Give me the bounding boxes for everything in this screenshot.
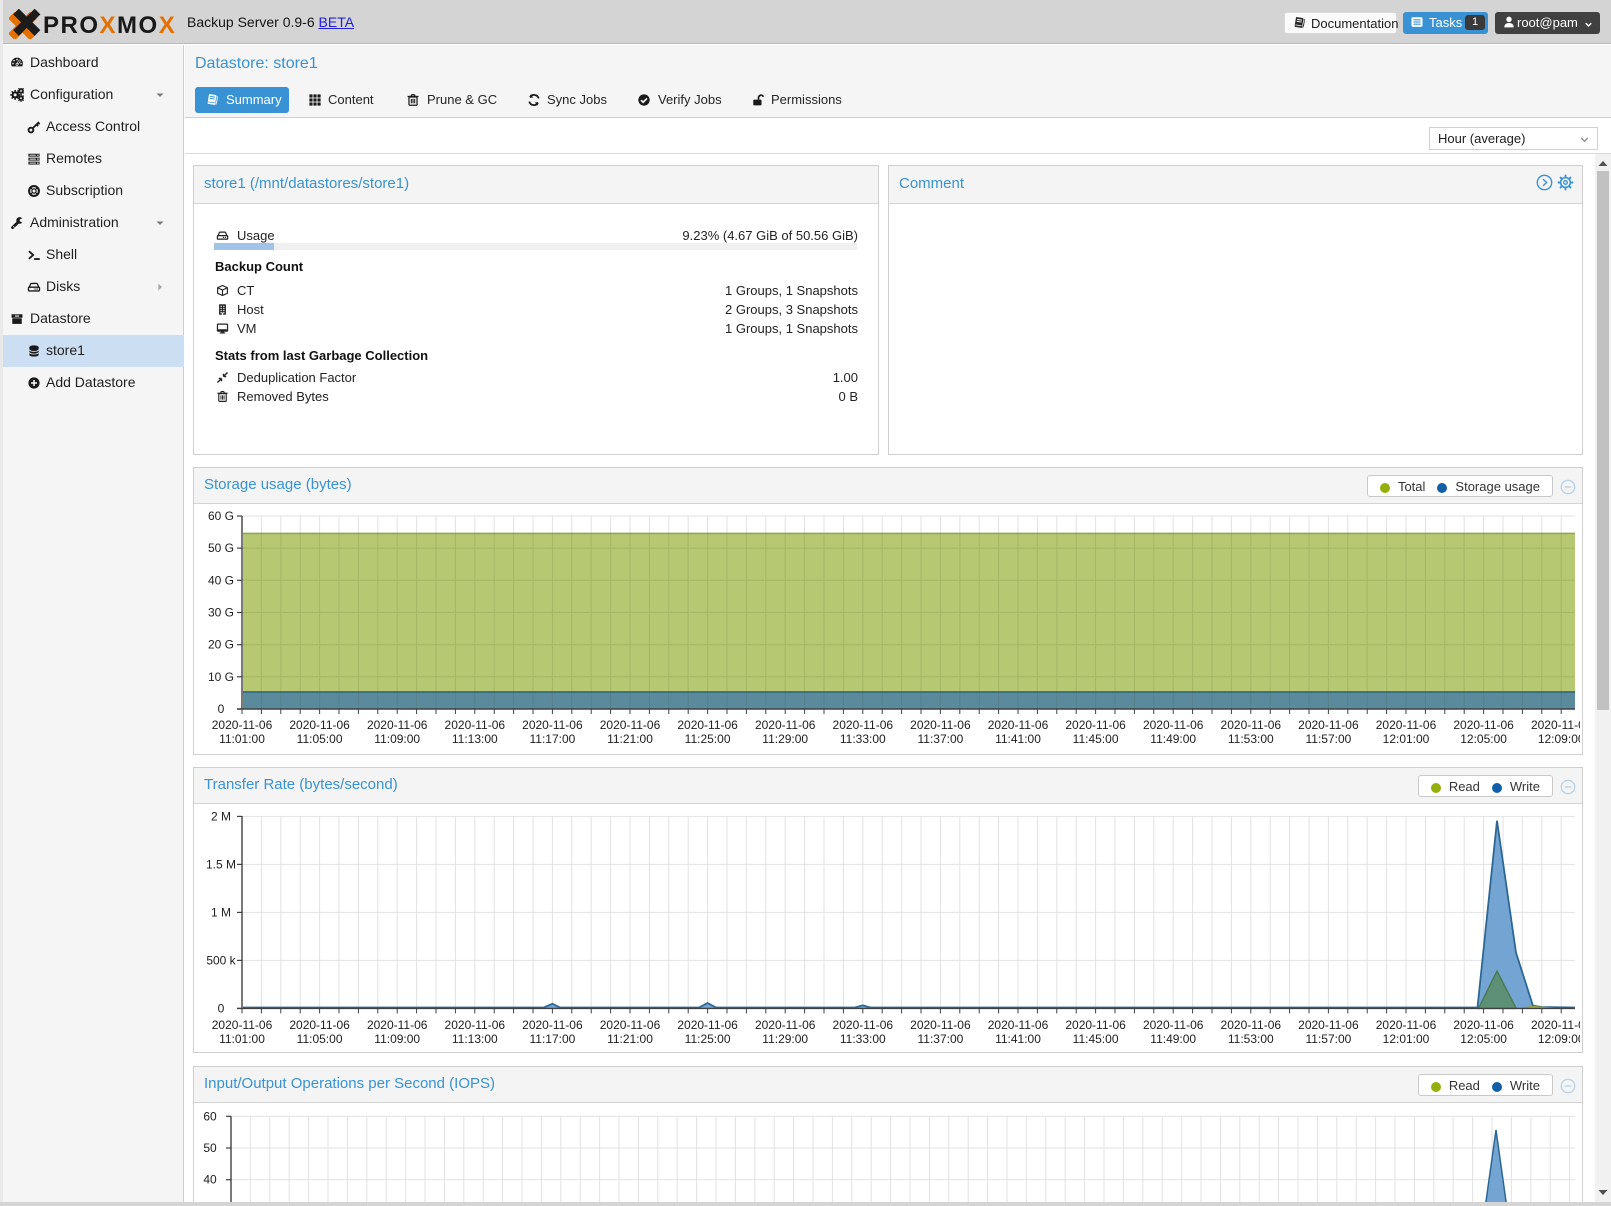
svg-text:11:45:00: 11:45:00 — [1073, 732, 1119, 746]
svg-text:0: 0 — [218, 702, 225, 716]
svg-text:11:17:00: 11:17:00 — [529, 1032, 575, 1046]
svg-text:2020-11-06: 2020-11-06 — [1298, 718, 1359, 732]
svg-text:11:57:00: 11:57:00 — [1305, 1032, 1351, 1046]
svg-text:12:01:00: 12:01:00 — [1383, 732, 1430, 746]
svg-text:2020-11-06: 2020-11-06 — [1376, 718, 1437, 732]
svg-text:11:09:00: 11:09:00 — [374, 1032, 420, 1046]
svg-text:2020-11-06: 2020-11-06 — [833, 1018, 894, 1032]
svg-text:0: 0 — [218, 1001, 225, 1015]
svg-text:2020-11-06: 2020-11-06 — [1376, 1018, 1437, 1032]
svg-text:12:05:00: 12:05:00 — [1460, 732, 1507, 746]
svg-text:11:05:00: 11:05:00 — [297, 732, 343, 746]
svg-text:2020-11-06: 2020-11-06 — [289, 1018, 350, 1032]
svg-text:1 M: 1 M — [211, 905, 231, 919]
svg-text:2020-11-06: 2020-11-06 — [755, 1018, 816, 1032]
svg-text:11:25:00: 11:25:00 — [685, 1032, 731, 1046]
svg-text:2020-11-06: 2020-11-06 — [600, 718, 661, 732]
svg-text:2020-11-06: 2020-11-06 — [1143, 1018, 1204, 1032]
svg-text:2020-11-06: 2020-11-06 — [600, 1018, 661, 1032]
svg-text:11:33:00: 11:33:00 — [840, 1032, 886, 1046]
svg-text:2020-11-06: 2020-11-06 — [1143, 718, 1204, 732]
svg-text:11:49:00: 11:49:00 — [1150, 1032, 1196, 1046]
svg-text:2020-11-06: 2020-11-06 — [522, 718, 583, 732]
svg-text:2020-11-06: 2020-11-06 — [677, 1018, 738, 1032]
svg-text:2020-11-06: 2020-11-06 — [1065, 1018, 1126, 1032]
svg-text:11:49:00: 11:49:00 — [1150, 732, 1196, 746]
svg-text:40: 40 — [203, 1173, 217, 1187]
svg-text:11:21:00: 11:21:00 — [607, 1032, 653, 1046]
svg-text:2 M: 2 M — [211, 809, 231, 823]
svg-text:2020-11-06: 2020-11-06 — [367, 718, 428, 732]
svg-text:1.5 M: 1.5 M — [206, 857, 236, 871]
svg-text:60 G: 60 G — [208, 509, 234, 523]
svg-text:500 k: 500 k — [206, 953, 236, 967]
svg-text:30 G: 30 G — [208, 606, 234, 620]
svg-text:11:37:00: 11:37:00 — [917, 1032, 963, 1046]
svg-text:50: 50 — [203, 1141, 217, 1155]
svg-text:11:29:00: 11:29:00 — [762, 1032, 808, 1046]
svg-text:11:05:00: 11:05:00 — [297, 1032, 343, 1046]
svg-text:2020-11-06: 2020-11-06 — [1221, 718, 1282, 732]
svg-text:2020-11-06: 2020-11-06 — [1298, 1018, 1359, 1032]
svg-text:2020-11-06: 2020-11-06 — [212, 1018, 273, 1032]
svg-text:60: 60 — [203, 1109, 217, 1123]
svg-text:2020-11-06: 2020-11-06 — [1453, 718, 1514, 732]
svg-text:11:21:00: 11:21:00 — [607, 732, 653, 746]
svg-text:12:09:00: 12:09:00 — [1538, 732, 1580, 746]
svg-text:2020-11-06: 2020-11-06 — [988, 718, 1049, 732]
svg-text:11:45:00: 11:45:00 — [1073, 1032, 1119, 1046]
svg-text:11:33:00: 11:33:00 — [840, 732, 886, 746]
svg-text:PROXMOX: PROXMOX — [43, 12, 176, 39]
svg-text:2020-11-06: 2020-11-06 — [677, 718, 738, 732]
svg-text:11:57:00: 11:57:00 — [1305, 732, 1351, 746]
svg-text:12:09:00: 12:09:00 — [1538, 1032, 1580, 1046]
svg-text:2020-11-06: 2020-11-06 — [289, 718, 350, 732]
svg-text:11:09:00: 11:09:00 — [374, 732, 420, 746]
svg-text:11:25:00: 11:25:00 — [685, 732, 731, 746]
svg-text:20 G: 20 G — [208, 638, 234, 652]
svg-text:2020-11-06: 2020-11-06 — [1221, 1018, 1282, 1032]
svg-text:2020-11-06: 2020-11-06 — [1065, 718, 1126, 732]
svg-text:12:05:00: 12:05:00 — [1460, 1032, 1507, 1046]
svg-text:11:37:00: 11:37:00 — [917, 732, 963, 746]
svg-text:2020-11-06: 2020-11-06 — [1531, 718, 1580, 732]
svg-text:11:41:00: 11:41:00 — [995, 1032, 1041, 1046]
svg-text:10 G: 10 G — [208, 670, 234, 684]
svg-text:2020-11-06: 2020-11-06 — [367, 1018, 428, 1032]
svg-text:11:01:00: 11:01:00 — [219, 732, 265, 746]
svg-text:2020-11-06: 2020-11-06 — [445, 718, 506, 732]
svg-text:11:01:00: 11:01:00 — [219, 1032, 265, 1046]
svg-text:2020-11-06: 2020-11-06 — [910, 1018, 971, 1032]
svg-text:11:29:00: 11:29:00 — [762, 732, 808, 746]
svg-text:11:53:00: 11:53:00 — [1228, 1032, 1274, 1046]
svg-text:2020-11-06: 2020-11-06 — [522, 1018, 583, 1032]
svg-text:12:01:00: 12:01:00 — [1383, 1032, 1430, 1046]
svg-text:2020-11-06: 2020-11-06 — [755, 718, 816, 732]
svg-text:11:17:00: 11:17:00 — [529, 732, 575, 746]
svg-text:50 G: 50 G — [208, 541, 234, 555]
svg-text:11:13:00: 11:13:00 — [452, 1032, 498, 1046]
svg-text:2020-11-06: 2020-11-06 — [988, 1018, 1049, 1032]
svg-text:2020-11-06: 2020-11-06 — [1531, 1018, 1580, 1032]
svg-text:11:13:00: 11:13:00 — [452, 732, 498, 746]
svg-text:11:53:00: 11:53:00 — [1228, 732, 1274, 746]
svg-text:11:41:00: 11:41:00 — [995, 732, 1041, 746]
svg-text:2020-11-06: 2020-11-06 — [212, 718, 273, 732]
svg-text:2020-11-06: 2020-11-06 — [445, 1018, 506, 1032]
svg-text:40 G: 40 G — [208, 573, 234, 587]
svg-text:2020-11-06: 2020-11-06 — [910, 718, 971, 732]
svg-text:2020-11-06: 2020-11-06 — [833, 718, 894, 732]
svg-text:2020-11-06: 2020-11-06 — [1453, 1018, 1514, 1032]
